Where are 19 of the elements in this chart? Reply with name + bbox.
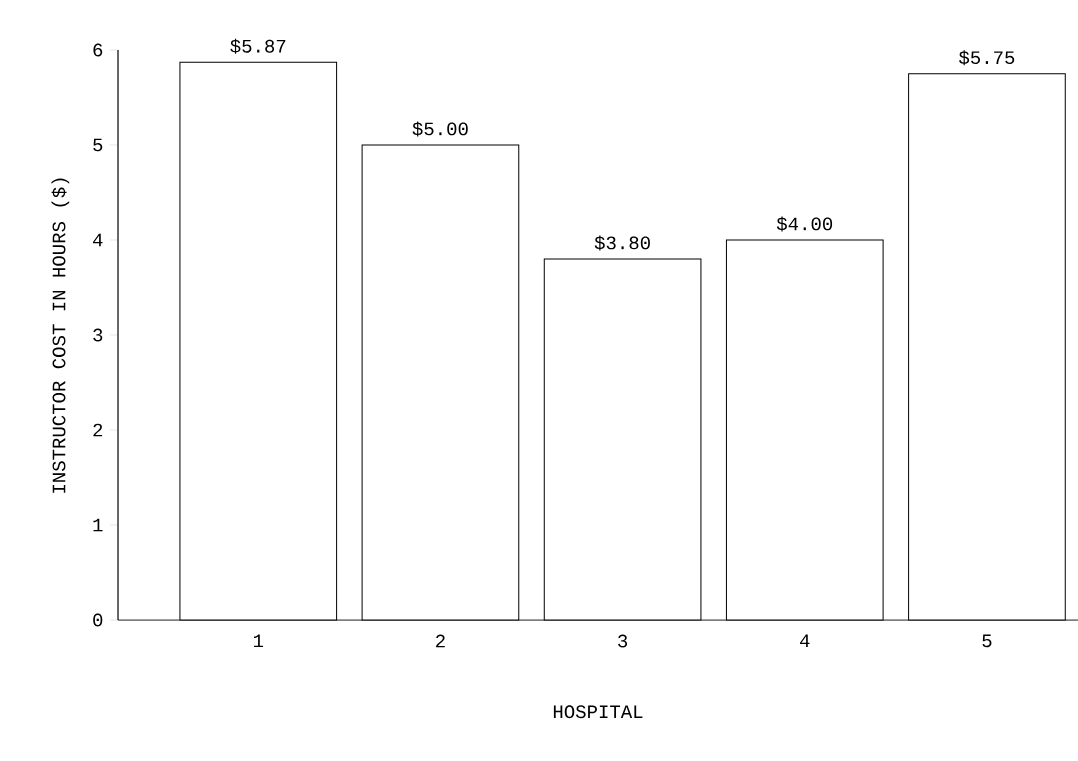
y-tick-label: 0 <box>93 613 103 627</box>
x-tick-label: 4 <box>800 634 810 648</box>
y-tick-label: 1 <box>93 518 103 532</box>
y-tick-label: 3 <box>93 328 103 342</box>
data-label: $4.00 <box>776 216 833 232</box>
y-tick-label: 5 <box>93 138 103 152</box>
x-axis-title: HOSPITAL <box>553 705 643 719</box>
y-axis-title: INSTRUCTOR COST IN HOURS ($) <box>51 178 70 493</box>
x-tick-label: 1 <box>253 634 264 648</box>
y-tick-label: 6 <box>93 43 103 57</box>
x-tick-label: 5 <box>982 634 992 648</box>
data-label: $5.87 <box>230 38 286 54</box>
y-tick-label: 2 <box>93 423 103 437</box>
x-tick-label: 2 <box>436 634 445 648</box>
data-label: $5.75 <box>959 50 1015 66</box>
data-label: $3.80 <box>594 235 650 251</box>
data-label: $5.00 <box>412 121 468 137</box>
x-tick-label: 3 <box>618 634 628 648</box>
y-tick-label: 4 <box>93 233 103 247</box>
